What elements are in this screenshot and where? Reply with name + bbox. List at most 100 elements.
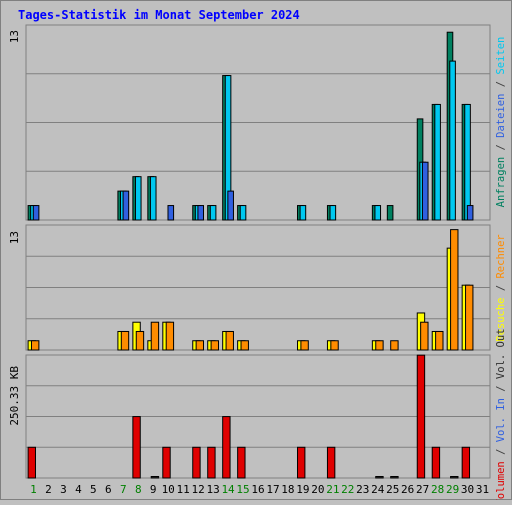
bar-seiten-day-10	[167, 205, 175, 221]
bar-rechner-day-28	[435, 330, 444, 351]
x-tick-label: 28	[431, 483, 444, 496]
bar-dateien-day-29	[449, 60, 456, 221]
bar-dateien-day-8	[134, 176, 142, 221]
x-tick-label: 23	[356, 483, 369, 496]
bar-seiten-day-1	[32, 205, 40, 221]
x-tick-label: 3	[60, 483, 67, 496]
bar-rechner-day-12	[195, 340, 205, 351]
bar-volumen-day-10	[162, 446, 171, 479]
x-tick-label: 13	[206, 483, 219, 496]
x-tick-label: 16	[251, 483, 264, 496]
x-tick-label: 6	[105, 483, 112, 496]
bar-rechner-day-7	[120, 330, 130, 351]
bar-rechner-day-14	[225, 330, 234, 351]
panel-top: 13 Anfragen / Dateien / Seiten	[8, 24, 507, 221]
bar-volumen-day-28	[431, 446, 441, 479]
bar-rechner-day-10	[165, 321, 175, 351]
bar-rechner-day-1	[30, 340, 40, 351]
bar-rechner-day-29	[450, 229, 459, 351]
bar-dateien-day-21	[329, 205, 337, 221]
y-axis-label: 13	[8, 231, 21, 244]
bar-volumen-day-12	[192, 446, 201, 479]
x-tick-label: 5	[90, 483, 97, 496]
bar-rechner-day-19	[300, 340, 309, 351]
bar-vol-out-day-24	[375, 476, 384, 479]
x-tick-label: 22	[341, 483, 354, 496]
legend-item: Seiten	[495, 37, 507, 75]
bar-dateien-day-13	[209, 205, 217, 221]
x-axis-labels: 1 2 3 4 5 6 7 8 9 10 11 12 13 14 15 16 17 18 19 20 21 22 23 24 2…	[30, 483, 489, 496]
x-tick-label: 20	[311, 483, 324, 496]
legend-item: /	[495, 138, 507, 157]
chart-title: Tages-Statistik im Monat September 2024	[18, 8, 300, 22]
x-tick-label: 21	[326, 483, 339, 496]
legend-item: Volumen	[495, 461, 507, 500]
legend: Besuche / Rechner	[495, 234, 507, 342]
legend-item: Vol. Out	[495, 328, 507, 379]
legend-item: /	[495, 279, 507, 298]
bar-volumen-day-19	[297, 446, 306, 479]
bar-rechner-day-15	[240, 340, 249, 351]
bar-seiten-day-27	[421, 161, 429, 221]
bar-volumen-day-8	[132, 416, 141, 479]
panel-middle: 13 Besuche / Rechner	[8, 224, 507, 351]
x-tick-label: 9	[150, 483, 157, 496]
bar-dateien-day-15	[239, 205, 247, 221]
x-tick-label: 14	[221, 483, 235, 496]
x-tick-label: 4	[75, 483, 82, 496]
bar-anfragen-day-25	[386, 205, 394, 221]
bar-seiten-day-7	[122, 190, 130, 221]
bar-volumen-day-27	[416, 354, 426, 479]
x-tick-label: 30	[461, 483, 474, 496]
bar-volumen-day-13	[207, 446, 216, 479]
legend: Volumen / Vol. In / Vol. Out	[495, 328, 507, 500]
x-tick-label: 31	[476, 483, 489, 496]
x-tick-label: 17	[266, 483, 279, 496]
bar-vol-out-day-29	[450, 476, 459, 479]
y-axis-label: 13	[8, 30, 21, 43]
x-tick-label: 19	[296, 483, 309, 496]
x-tick-label: 24	[371, 483, 385, 496]
legend-item: Anfragen	[495, 157, 507, 208]
bar-vol-out-day-25	[390, 476, 399, 479]
bar-dateien-day-30	[464, 103, 471, 221]
bar-volumen-day-21	[326, 446, 336, 479]
legend-item: Vol. In	[495, 398, 507, 442]
bar-dateien-day-24	[374, 205, 382, 221]
legend-item: /	[495, 75, 507, 94]
bar-rechner-day-24	[375, 340, 384, 351]
bar-volumen-day-14	[222, 416, 231, 479]
x-tick-label: 27	[416, 483, 429, 496]
x-tick-label: 10	[162, 483, 175, 496]
bar-rechner-day-8	[135, 330, 145, 351]
bar-rechner-day-25	[390, 340, 399, 351]
bar-vol-out-day-9	[150, 476, 160, 479]
x-tick-label: 26	[401, 483, 414, 496]
bar-dateien-day-28	[434, 103, 441, 221]
y-axis-label: 250.33 KB	[8, 366, 21, 426]
x-tick-label: 29	[446, 483, 459, 496]
bar-volumen-day-30	[461, 446, 471, 479]
x-tick-label: 2	[45, 483, 52, 496]
bar-rechner-day-9	[150, 321, 160, 351]
x-tick-label: 11	[177, 483, 190, 496]
bar-rechner-day-30	[465, 284, 474, 351]
x-tick-label: 7	[120, 483, 127, 496]
legend-item: /	[495, 379, 507, 398]
bar-volumen-day-15	[237, 446, 246, 479]
x-tick-label: 12	[192, 483, 205, 496]
legend-item: Besuche	[495, 297, 507, 341]
bar-rechner-day-21	[330, 340, 339, 351]
bar-volumen-day-1	[27, 446, 36, 479]
bar-seiten-day-14	[227, 190, 234, 221]
bar-rechner-day-13	[210, 340, 219, 351]
panel-bottom: 250.33 KB Volumen / Vol. In / Vol. Out	[8, 328, 507, 505]
legend: Anfragen / Dateien / Seiten	[495, 37, 507, 208]
bar-dateien-day-9	[149, 176, 157, 221]
bar-seiten-day-12	[197, 205, 205, 221]
x-tick-label: 18	[281, 483, 294, 496]
x-tick-label: 1	[30, 483, 37, 496]
